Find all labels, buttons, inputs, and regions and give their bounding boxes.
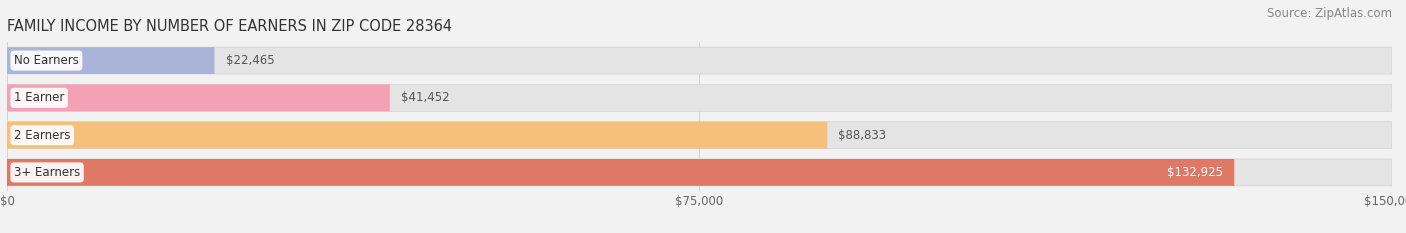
Text: $22,465: $22,465 <box>225 54 274 67</box>
Text: 3+ Earners: 3+ Earners <box>14 166 80 179</box>
FancyBboxPatch shape <box>7 159 1392 186</box>
FancyBboxPatch shape <box>7 84 1392 111</box>
Text: $88,833: $88,833 <box>838 129 886 142</box>
Text: 2 Earners: 2 Earners <box>14 129 70 142</box>
FancyBboxPatch shape <box>7 159 1234 186</box>
FancyBboxPatch shape <box>7 47 1392 74</box>
Text: $132,925: $132,925 <box>1167 166 1223 179</box>
Text: 1 Earner: 1 Earner <box>14 91 65 104</box>
FancyBboxPatch shape <box>7 122 827 149</box>
Text: $41,452: $41,452 <box>401 91 450 104</box>
FancyBboxPatch shape <box>7 84 389 111</box>
Text: No Earners: No Earners <box>14 54 79 67</box>
FancyBboxPatch shape <box>7 122 1392 149</box>
Text: Source: ZipAtlas.com: Source: ZipAtlas.com <box>1267 7 1392 20</box>
Text: FAMILY INCOME BY NUMBER OF EARNERS IN ZIP CODE 28364: FAMILY INCOME BY NUMBER OF EARNERS IN ZI… <box>7 19 453 34</box>
FancyBboxPatch shape <box>7 47 215 74</box>
